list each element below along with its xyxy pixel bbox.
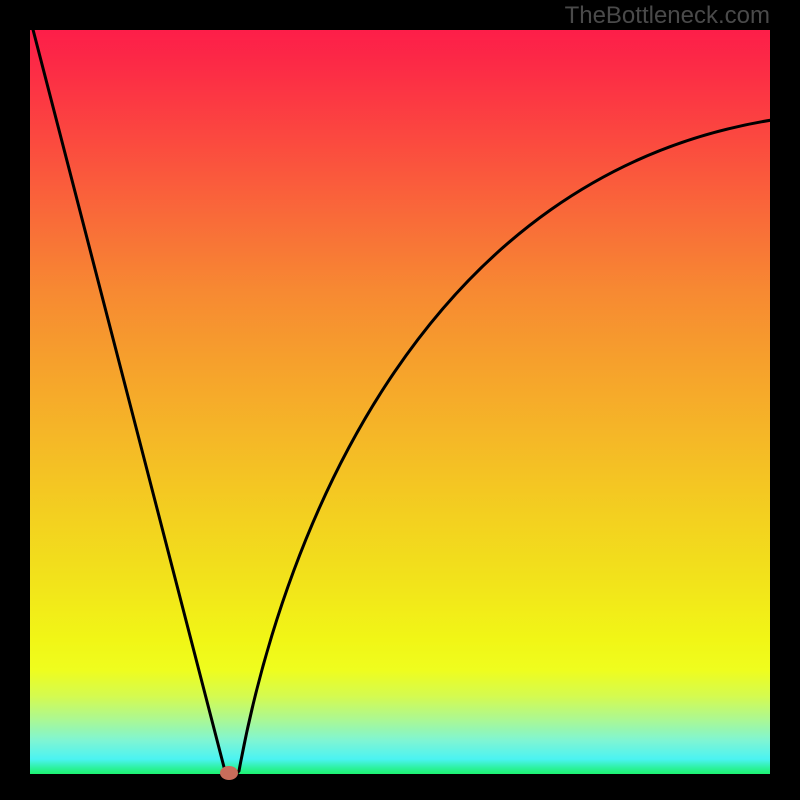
- watermark-label: TheBottleneck.com: [565, 2, 770, 30]
- bottleneck-curve: [0, 0, 800, 800]
- optimum-marker: [220, 766, 238, 780]
- v-curve-path: [30, 18, 772, 776]
